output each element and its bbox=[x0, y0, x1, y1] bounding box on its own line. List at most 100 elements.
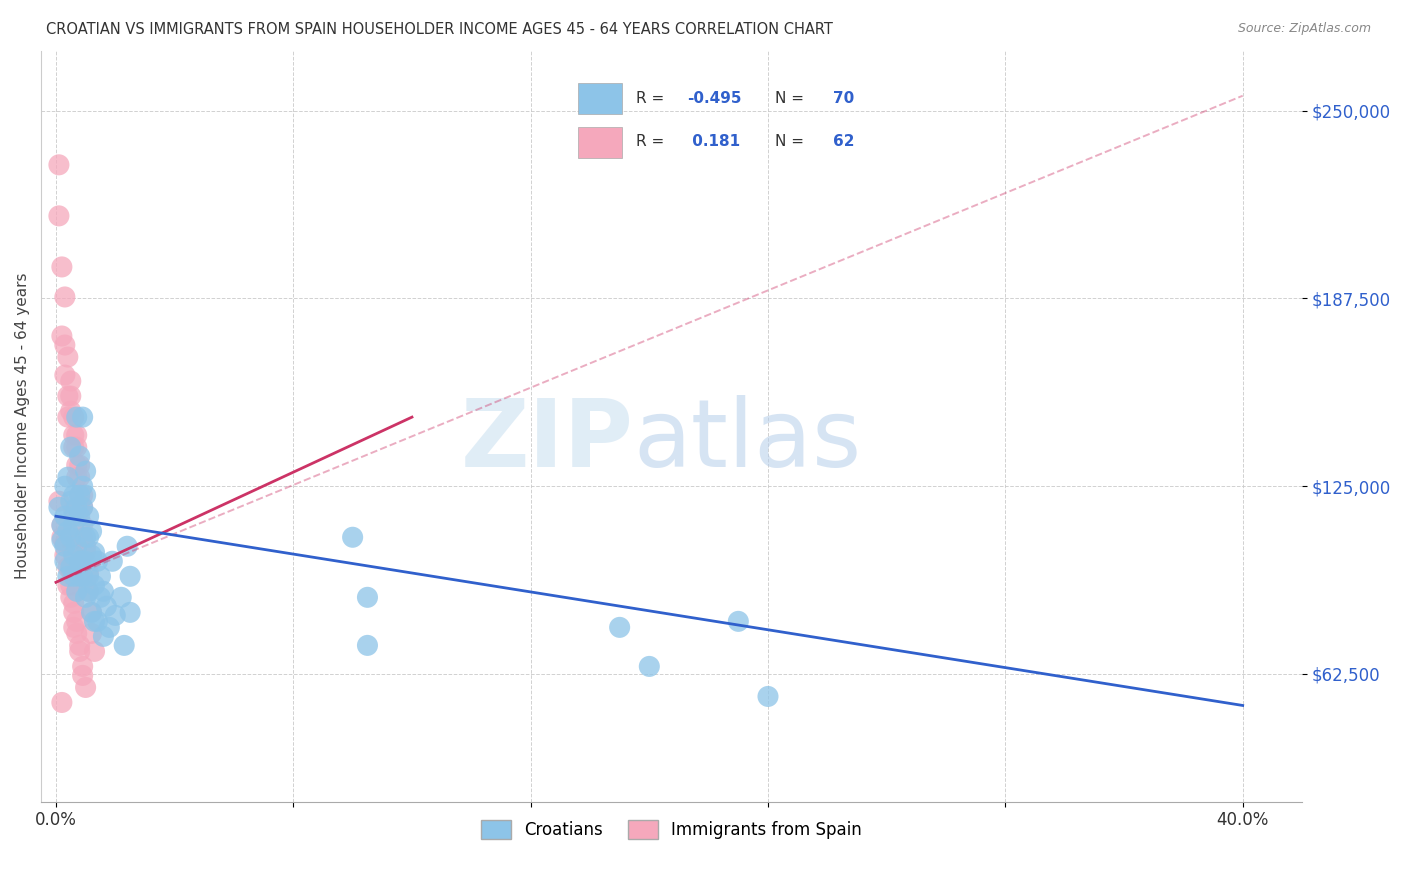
Point bbox=[56, 569, 79, 583]
Point bbox=[75, 554, 97, 568]
Point bbox=[51, 518, 73, 533]
Point bbox=[75, 591, 97, 605]
Point bbox=[69, 639, 91, 653]
Point bbox=[66, 626, 89, 640]
Point bbox=[69, 554, 91, 568]
Point bbox=[110, 591, 132, 605]
Point bbox=[83, 545, 105, 559]
Point bbox=[72, 500, 94, 515]
Point bbox=[48, 500, 70, 515]
Point bbox=[72, 479, 94, 493]
Point bbox=[59, 404, 82, 418]
Point bbox=[56, 578, 79, 592]
Point bbox=[66, 539, 89, 553]
Point bbox=[62, 488, 84, 502]
Point bbox=[69, 449, 91, 463]
Point bbox=[83, 578, 105, 592]
Point bbox=[51, 530, 73, 544]
Point bbox=[98, 620, 121, 634]
Point bbox=[72, 530, 94, 544]
Point bbox=[53, 554, 76, 568]
Point bbox=[51, 696, 73, 710]
Point bbox=[89, 591, 111, 605]
Point bbox=[120, 605, 142, 619]
Point bbox=[66, 470, 89, 484]
Point bbox=[356, 639, 378, 653]
Point bbox=[72, 518, 94, 533]
Point bbox=[53, 536, 76, 550]
Point bbox=[59, 374, 82, 388]
Point bbox=[59, 563, 82, 577]
Point bbox=[104, 608, 127, 623]
Y-axis label: Householder Income Ages 45 - 64 years: Householder Income Ages 45 - 64 years bbox=[15, 273, 30, 580]
Point bbox=[62, 410, 84, 425]
Point bbox=[51, 518, 73, 533]
Text: atlas: atlas bbox=[634, 395, 862, 487]
Point bbox=[62, 518, 84, 533]
Point bbox=[72, 668, 94, 682]
Text: ZIP: ZIP bbox=[461, 395, 634, 487]
Point bbox=[80, 524, 103, 539]
Point bbox=[72, 554, 94, 568]
Point bbox=[77, 509, 100, 524]
Point bbox=[75, 530, 97, 544]
Point bbox=[75, 681, 97, 695]
Point bbox=[59, 533, 82, 548]
Point bbox=[62, 440, 84, 454]
Point bbox=[48, 494, 70, 508]
Point bbox=[66, 584, 89, 599]
Point bbox=[101, 554, 124, 568]
Point bbox=[77, 584, 100, 599]
Point bbox=[356, 591, 378, 605]
Point bbox=[77, 530, 100, 544]
Point bbox=[59, 591, 82, 605]
Point bbox=[80, 605, 103, 619]
Point bbox=[62, 428, 84, 442]
Point bbox=[69, 470, 91, 484]
Point bbox=[62, 549, 84, 563]
Point bbox=[93, 629, 115, 643]
Point bbox=[56, 524, 79, 539]
Point bbox=[48, 209, 70, 223]
Point bbox=[66, 458, 89, 472]
Point bbox=[72, 545, 94, 559]
Point bbox=[53, 290, 76, 304]
Point bbox=[86, 554, 108, 568]
Point bbox=[62, 620, 84, 634]
Point bbox=[69, 488, 91, 502]
Point bbox=[66, 440, 89, 454]
Point bbox=[75, 539, 97, 553]
Point bbox=[51, 329, 73, 343]
Point bbox=[115, 539, 138, 553]
Point bbox=[59, 578, 82, 592]
Point bbox=[59, 560, 82, 574]
Point bbox=[66, 615, 89, 629]
Point bbox=[69, 569, 91, 583]
Point bbox=[75, 488, 97, 502]
Point bbox=[62, 569, 84, 583]
Point bbox=[69, 644, 91, 658]
Point bbox=[59, 440, 82, 454]
Point bbox=[56, 350, 79, 364]
Point bbox=[53, 368, 76, 382]
Point bbox=[72, 659, 94, 673]
Point bbox=[77, 569, 100, 583]
Point bbox=[83, 615, 105, 629]
Point bbox=[75, 545, 97, 559]
Point bbox=[48, 158, 70, 172]
Point bbox=[53, 549, 76, 563]
Point bbox=[62, 596, 84, 610]
Point bbox=[69, 554, 91, 568]
Point bbox=[56, 560, 79, 574]
Point bbox=[72, 488, 94, 502]
Legend: Croatians, Immigrants from Spain: Croatians, Immigrants from Spain bbox=[474, 814, 869, 846]
Point bbox=[62, 509, 84, 524]
Point bbox=[62, 605, 84, 619]
Point bbox=[53, 509, 76, 524]
Point bbox=[112, 639, 135, 653]
Point bbox=[756, 690, 779, 704]
Point bbox=[86, 615, 108, 629]
Text: Source: ZipAtlas.com: Source: ZipAtlas.com bbox=[1237, 22, 1371, 36]
Point bbox=[53, 338, 76, 352]
Point bbox=[69, 509, 91, 524]
